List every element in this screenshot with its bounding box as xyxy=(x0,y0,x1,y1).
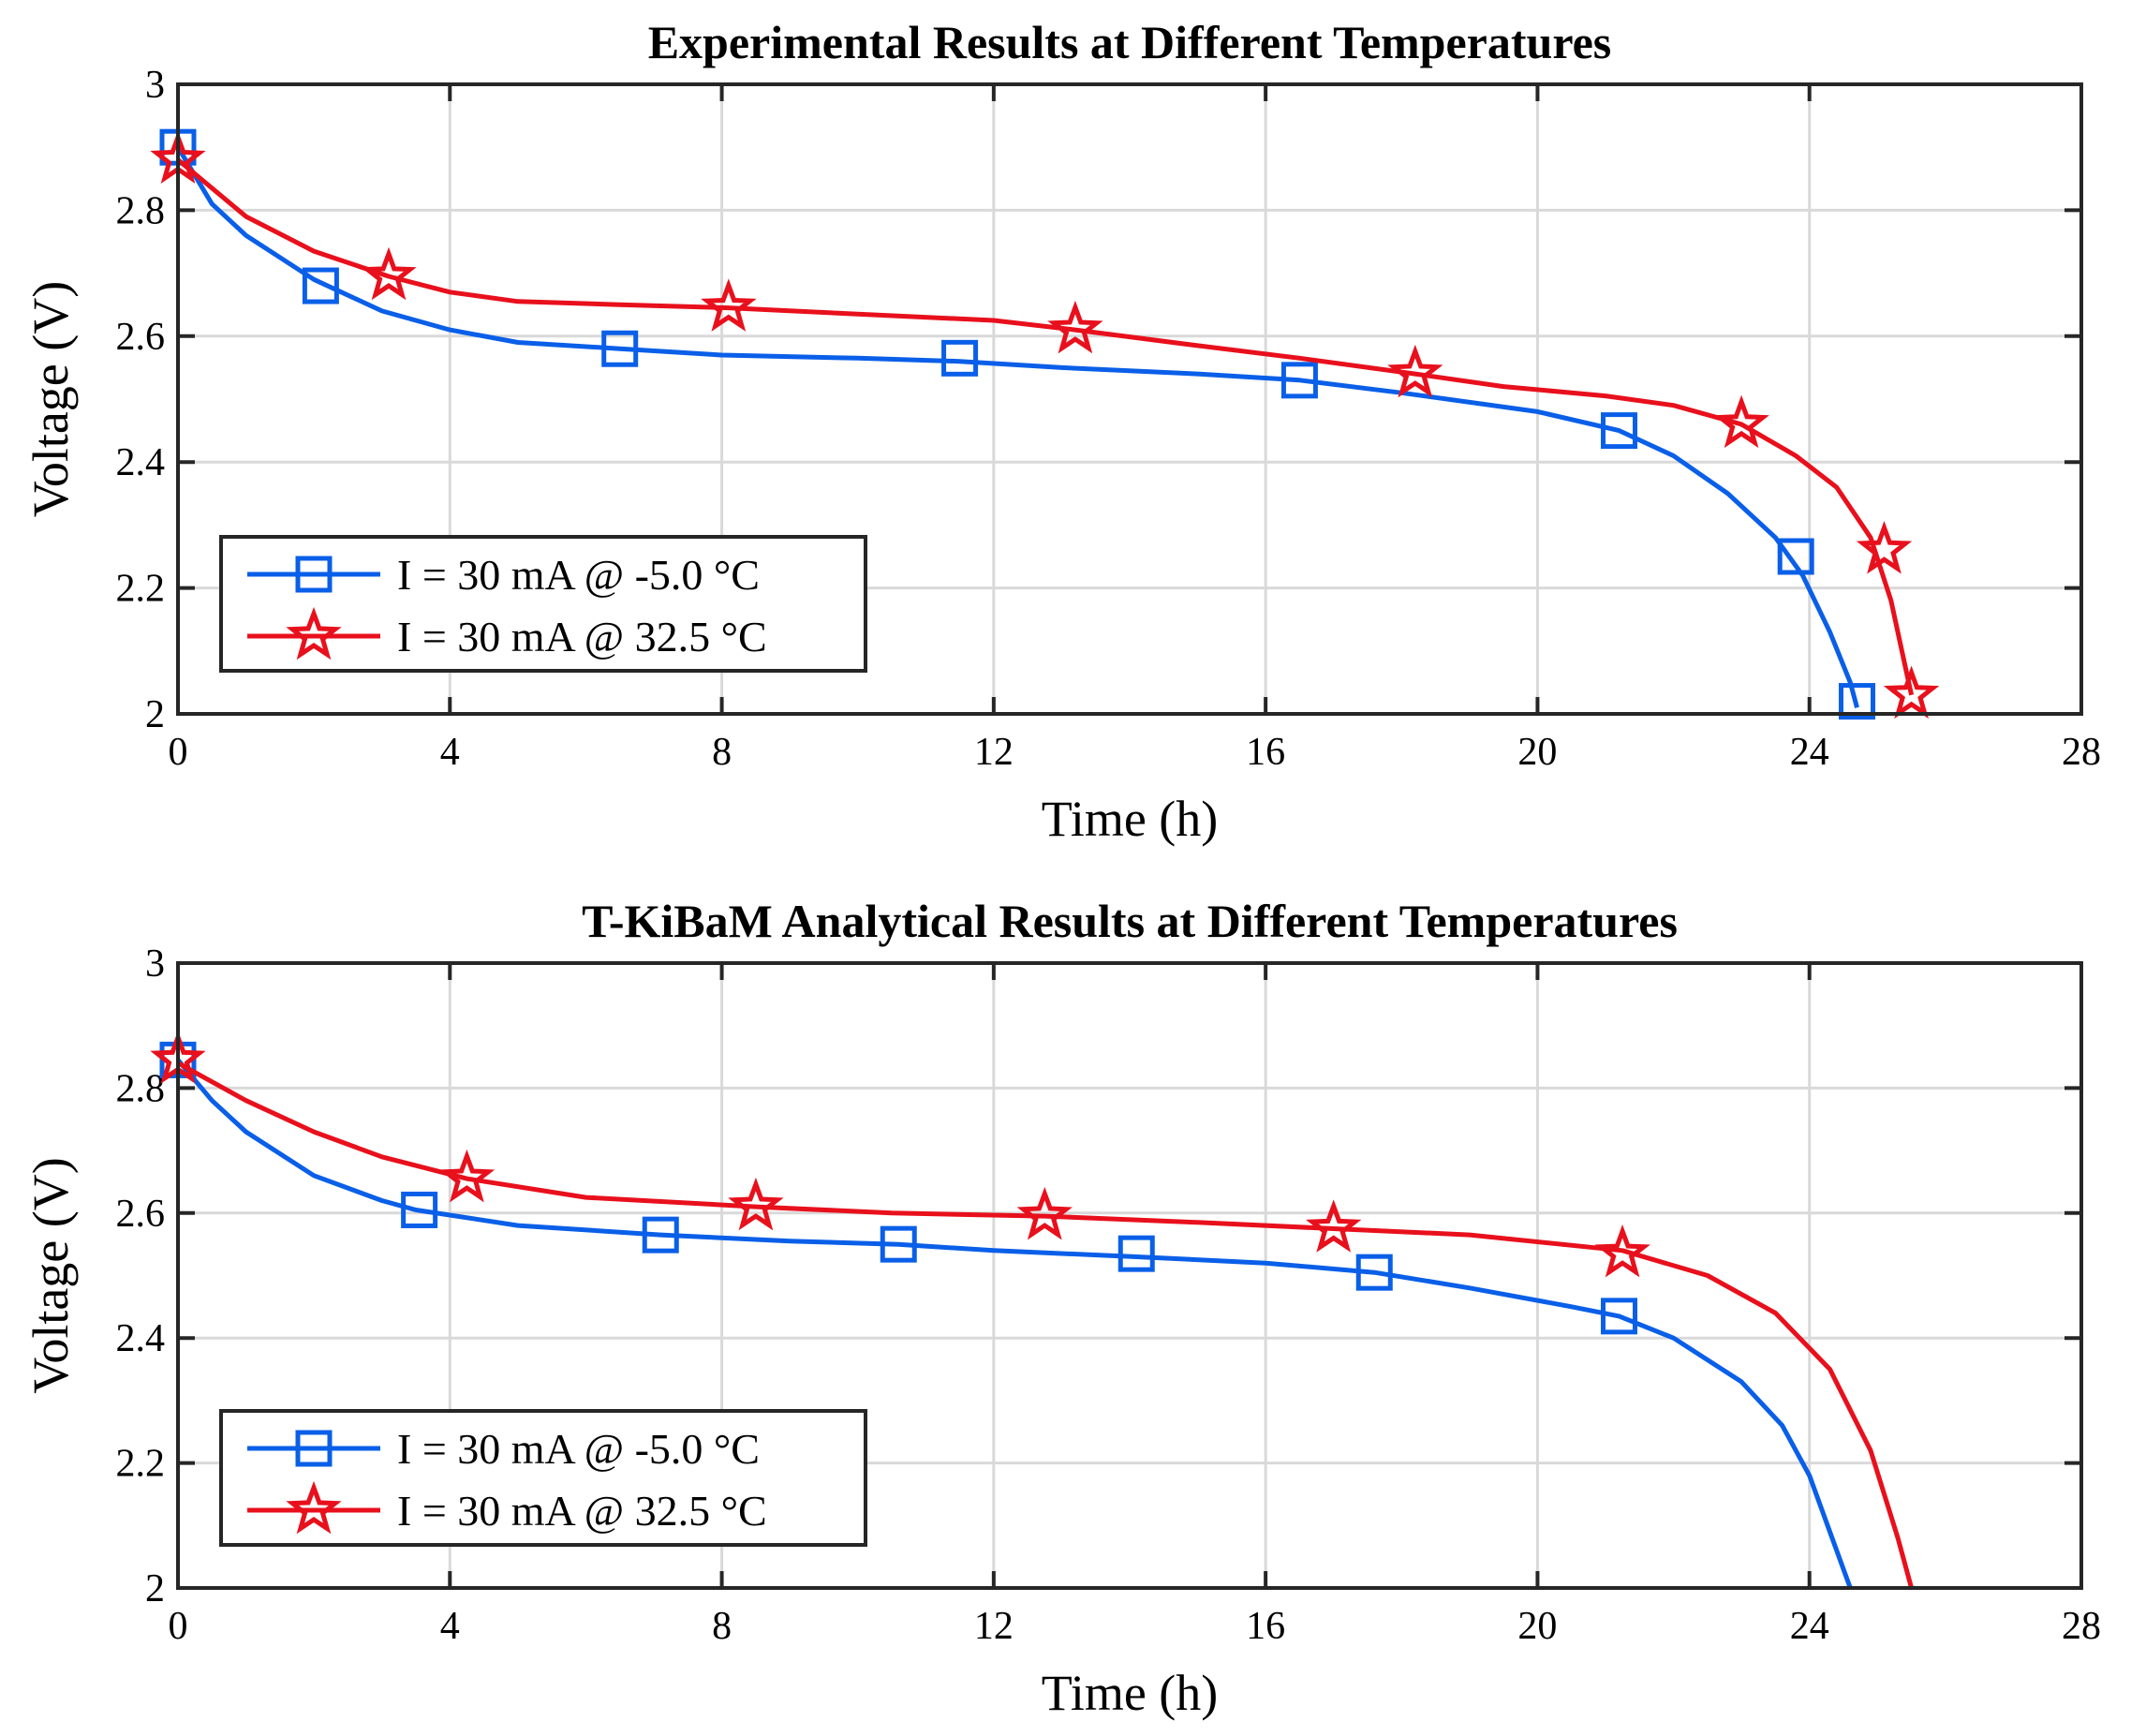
y-tick-label: 3 xyxy=(145,64,165,107)
x-tick-label: 4 xyxy=(440,731,460,774)
legend: I = 30 mA @ -5.0 °C I = 30 mA @ 32.5 °C xyxy=(219,535,867,673)
x-tick-label: 24 xyxy=(1790,1605,1829,1648)
legend-label: I = 30 mA @ -5.0 °C xyxy=(397,551,760,599)
y-tick-label: 2.8 xyxy=(116,189,166,232)
data-point-square xyxy=(1839,683,1876,720)
legend-marker-star xyxy=(286,606,342,660)
y-axis-label: Voltage (V) xyxy=(22,1157,79,1393)
data-point-square xyxy=(302,267,339,304)
data-point-square xyxy=(941,339,979,377)
y-tick-label: 2.6 xyxy=(116,1193,166,1236)
legend: I = 30 mA @ -5.0 °C I = 30 mA @ 32.5 °C xyxy=(219,1409,867,1547)
legend-marker-square xyxy=(295,556,333,593)
series-line-2 xyxy=(176,1061,1915,1589)
x-tick-label: 0 xyxy=(169,1605,188,1648)
x-tick-label: 16 xyxy=(1246,1605,1285,1648)
plot-frame xyxy=(176,82,2083,716)
data-point-square xyxy=(1280,362,1318,399)
data-point-square xyxy=(1777,538,1814,575)
data-point-square xyxy=(1601,1298,1638,1335)
data-point-square xyxy=(1355,1254,1393,1291)
x-tick-label: 28 xyxy=(2062,1605,2101,1648)
data-point-star xyxy=(701,278,757,332)
data-point-star xyxy=(1856,521,1913,574)
chart-title: T-KiBaM Analytical Results at Different … xyxy=(582,895,1678,947)
x-tick-label: 12 xyxy=(974,1605,1014,1648)
data-point-star xyxy=(728,1177,784,1231)
x-tick-label: 8 xyxy=(712,731,732,774)
y-tick-label: 2.8 xyxy=(116,1067,166,1110)
data-point-square xyxy=(642,1216,679,1254)
legend-marker-square xyxy=(295,1430,333,1467)
legend-label: I = 30 mA @ -5.0 °C xyxy=(397,1425,760,1473)
x-tick-label: 28 xyxy=(2062,731,2101,774)
series-line-2 xyxy=(176,157,1915,696)
chart-title: Experimental Results at Different Temper… xyxy=(648,16,1612,68)
y-tick-label: 2 xyxy=(145,1567,165,1610)
y-tick-label: 2 xyxy=(145,693,165,736)
chart-panel-2: T-KiBaM Analytical Results at Different … xyxy=(22,895,2101,1721)
x-axis-label: Time (h) xyxy=(1042,1665,1219,1721)
x-tick-label: 20 xyxy=(1517,1605,1557,1648)
data-point-square xyxy=(1601,412,1638,450)
x-tick-label: 24 xyxy=(1790,731,1829,774)
x-tick-label: 20 xyxy=(1517,731,1557,774)
data-point-star xyxy=(1883,665,1940,720)
y-tick-label: 2.4 xyxy=(116,1317,166,1360)
y-tick-label: 2.2 xyxy=(116,568,166,611)
data-point-star xyxy=(1713,394,1769,449)
data-point-star xyxy=(1594,1224,1650,1278)
legend-marker-star xyxy=(286,1480,342,1535)
data-point-star xyxy=(1387,344,1443,398)
y-tick-label: 2.2 xyxy=(116,1443,166,1486)
legend-label: I = 30 mA @ 32.5 °C xyxy=(397,613,767,660)
data-point-square xyxy=(401,1191,438,1228)
y-axis-label: Voltage (V) xyxy=(22,281,79,517)
data-point-star xyxy=(438,1149,496,1203)
data-point-square xyxy=(601,330,639,367)
y-tick-label: 2.4 xyxy=(116,441,166,484)
x-tick-label: 16 xyxy=(1246,731,1285,774)
y-tick-label: 2.6 xyxy=(116,316,166,359)
data-point-star xyxy=(1047,300,1103,354)
y-tick-label: 3 xyxy=(145,942,165,986)
x-tick-label: 4 xyxy=(440,1605,460,1648)
plot-frame xyxy=(176,961,2083,1590)
data-point-star xyxy=(1306,1199,1362,1253)
data-point-star xyxy=(361,246,417,301)
series-line-1 xyxy=(176,1058,1853,1589)
x-tick-label: 12 xyxy=(974,731,1014,774)
data-point-star xyxy=(1016,1186,1073,1240)
legend-label: I = 30 mA @ 32.5 °C xyxy=(397,1487,767,1535)
x-tick-label: 0 xyxy=(169,731,188,774)
x-axis-label: Time (h) xyxy=(1042,791,1219,847)
x-tick-label: 8 xyxy=(712,1605,732,1648)
data-point-square xyxy=(1117,1235,1155,1272)
data-point-square xyxy=(880,1225,917,1263)
chart-panel-1: Experimental Results at Different Temper… xyxy=(22,16,2101,847)
